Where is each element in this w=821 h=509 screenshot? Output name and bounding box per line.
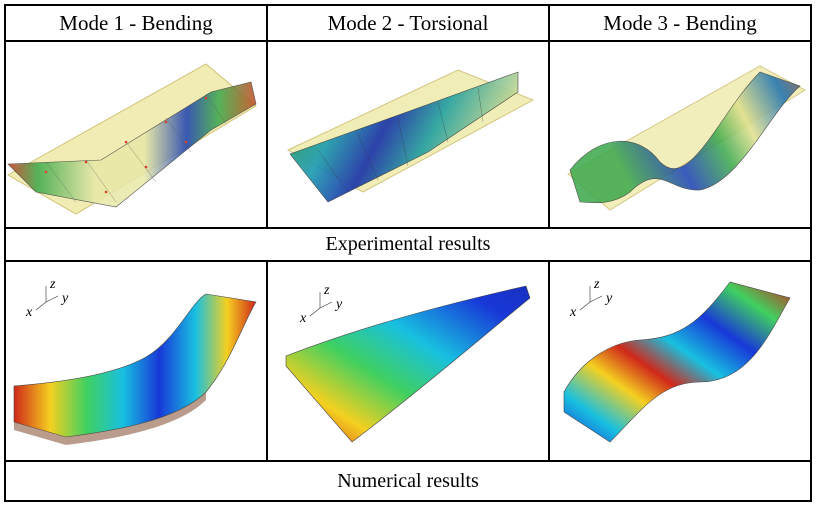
divider bbox=[548, 6, 550, 229]
axis-label-y: y bbox=[60, 291, 69, 306]
axis-label-x: x bbox=[299, 311, 307, 326]
header-mode-1: Mode 1 - Bending bbox=[59, 10, 213, 35]
results-table: Mode 1 - Bending Mode 2 - Torsional Mode… bbox=[4, 4, 812, 502]
axis-label-x: x bbox=[25, 305, 33, 320]
divider bbox=[266, 260, 268, 462]
numerical-mode-2-image: z y x bbox=[268, 262, 548, 460]
axis-label-z: z bbox=[593, 277, 600, 292]
divider bbox=[548, 260, 550, 462]
divider bbox=[6, 260, 810, 262]
experimental-mode-1-image bbox=[6, 42, 266, 227]
header-mode-3: Mode 3 - Bending bbox=[603, 10, 757, 35]
divider bbox=[6, 460, 810, 462]
axis-label-y: y bbox=[334, 297, 343, 312]
divider bbox=[266, 6, 268, 229]
numerical-caption: Numerical results bbox=[337, 469, 479, 492]
axis-label-y: y bbox=[604, 291, 613, 306]
numerical-mode-1-image: z y x bbox=[6, 262, 266, 460]
divider bbox=[6, 40, 810, 42]
experimental-mode-2-image bbox=[268, 42, 548, 227]
divider bbox=[6, 227, 810, 229]
header-mode-2: Mode 2 - Torsional bbox=[327, 10, 489, 35]
axis-label-x: x bbox=[569, 305, 577, 320]
numerical-mode-3-image: z y x bbox=[550, 262, 810, 460]
axis-label-z: z bbox=[49, 277, 56, 292]
experimental-caption: Experimental results bbox=[325, 233, 491, 255]
experimental-mode-3-image bbox=[550, 42, 810, 227]
axis-label-z: z bbox=[323, 283, 330, 298]
